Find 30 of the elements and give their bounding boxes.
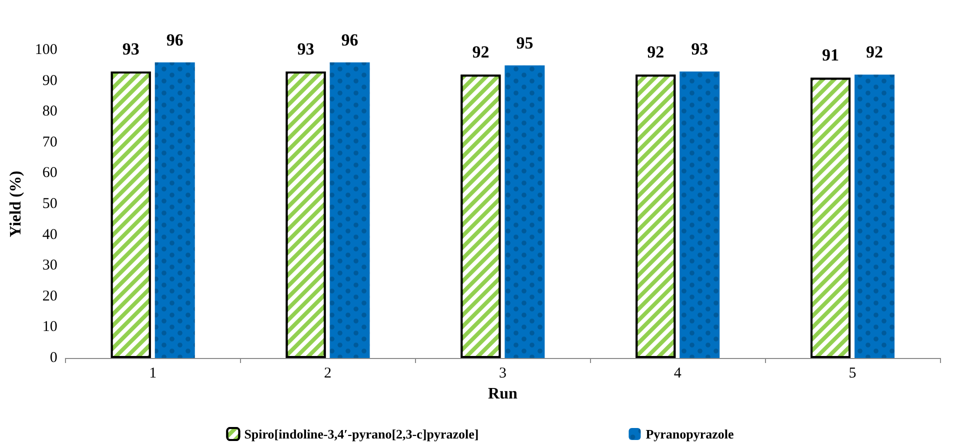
y-tick-label: 60 [42,165,58,182]
y-axis-title: Yield (%) [8,170,24,238]
y-tick-label: 40 [42,226,58,243]
x-tick-label: 1 [149,366,157,382]
data-label: 95 [516,33,534,52]
data-label: 93 [297,40,314,59]
x-tick-label: 3 [498,366,506,382]
x-tick-label: 4 [674,366,682,382]
data-label: 92 [647,42,664,62]
y-tick-label: 0 [50,350,58,366]
data-label: 91 [822,46,840,65]
data-label: 93 [691,40,708,59]
y-tick-label: 80 [42,104,58,120]
x-tick-label: 5 [848,366,856,382]
y-tick-label: 100 [34,42,58,58]
legend-label: Spiro[indoline-3,4′-pyrano[2,3-c]pyrazole] [244,426,479,442]
data-label: 96 [166,30,184,50]
y-tick-label: 20 [42,288,58,304]
x-tick-label: 2 [324,366,332,382]
y-tick-label: 50 [42,196,58,212]
x-axis-title: Run [488,386,518,402]
data-label: 92 [866,42,884,62]
data-label: 93 [122,40,140,59]
legend-label: Pyranopyrazole [646,426,734,442]
y-tick-label: 90 [42,72,58,89]
y-tick-label: 30 [42,258,58,274]
y-tick-label: 10 [42,319,58,336]
data-label: 92 [472,42,490,62]
data-label: 96 [341,30,358,50]
y-tick-label: 70 [42,134,58,150]
